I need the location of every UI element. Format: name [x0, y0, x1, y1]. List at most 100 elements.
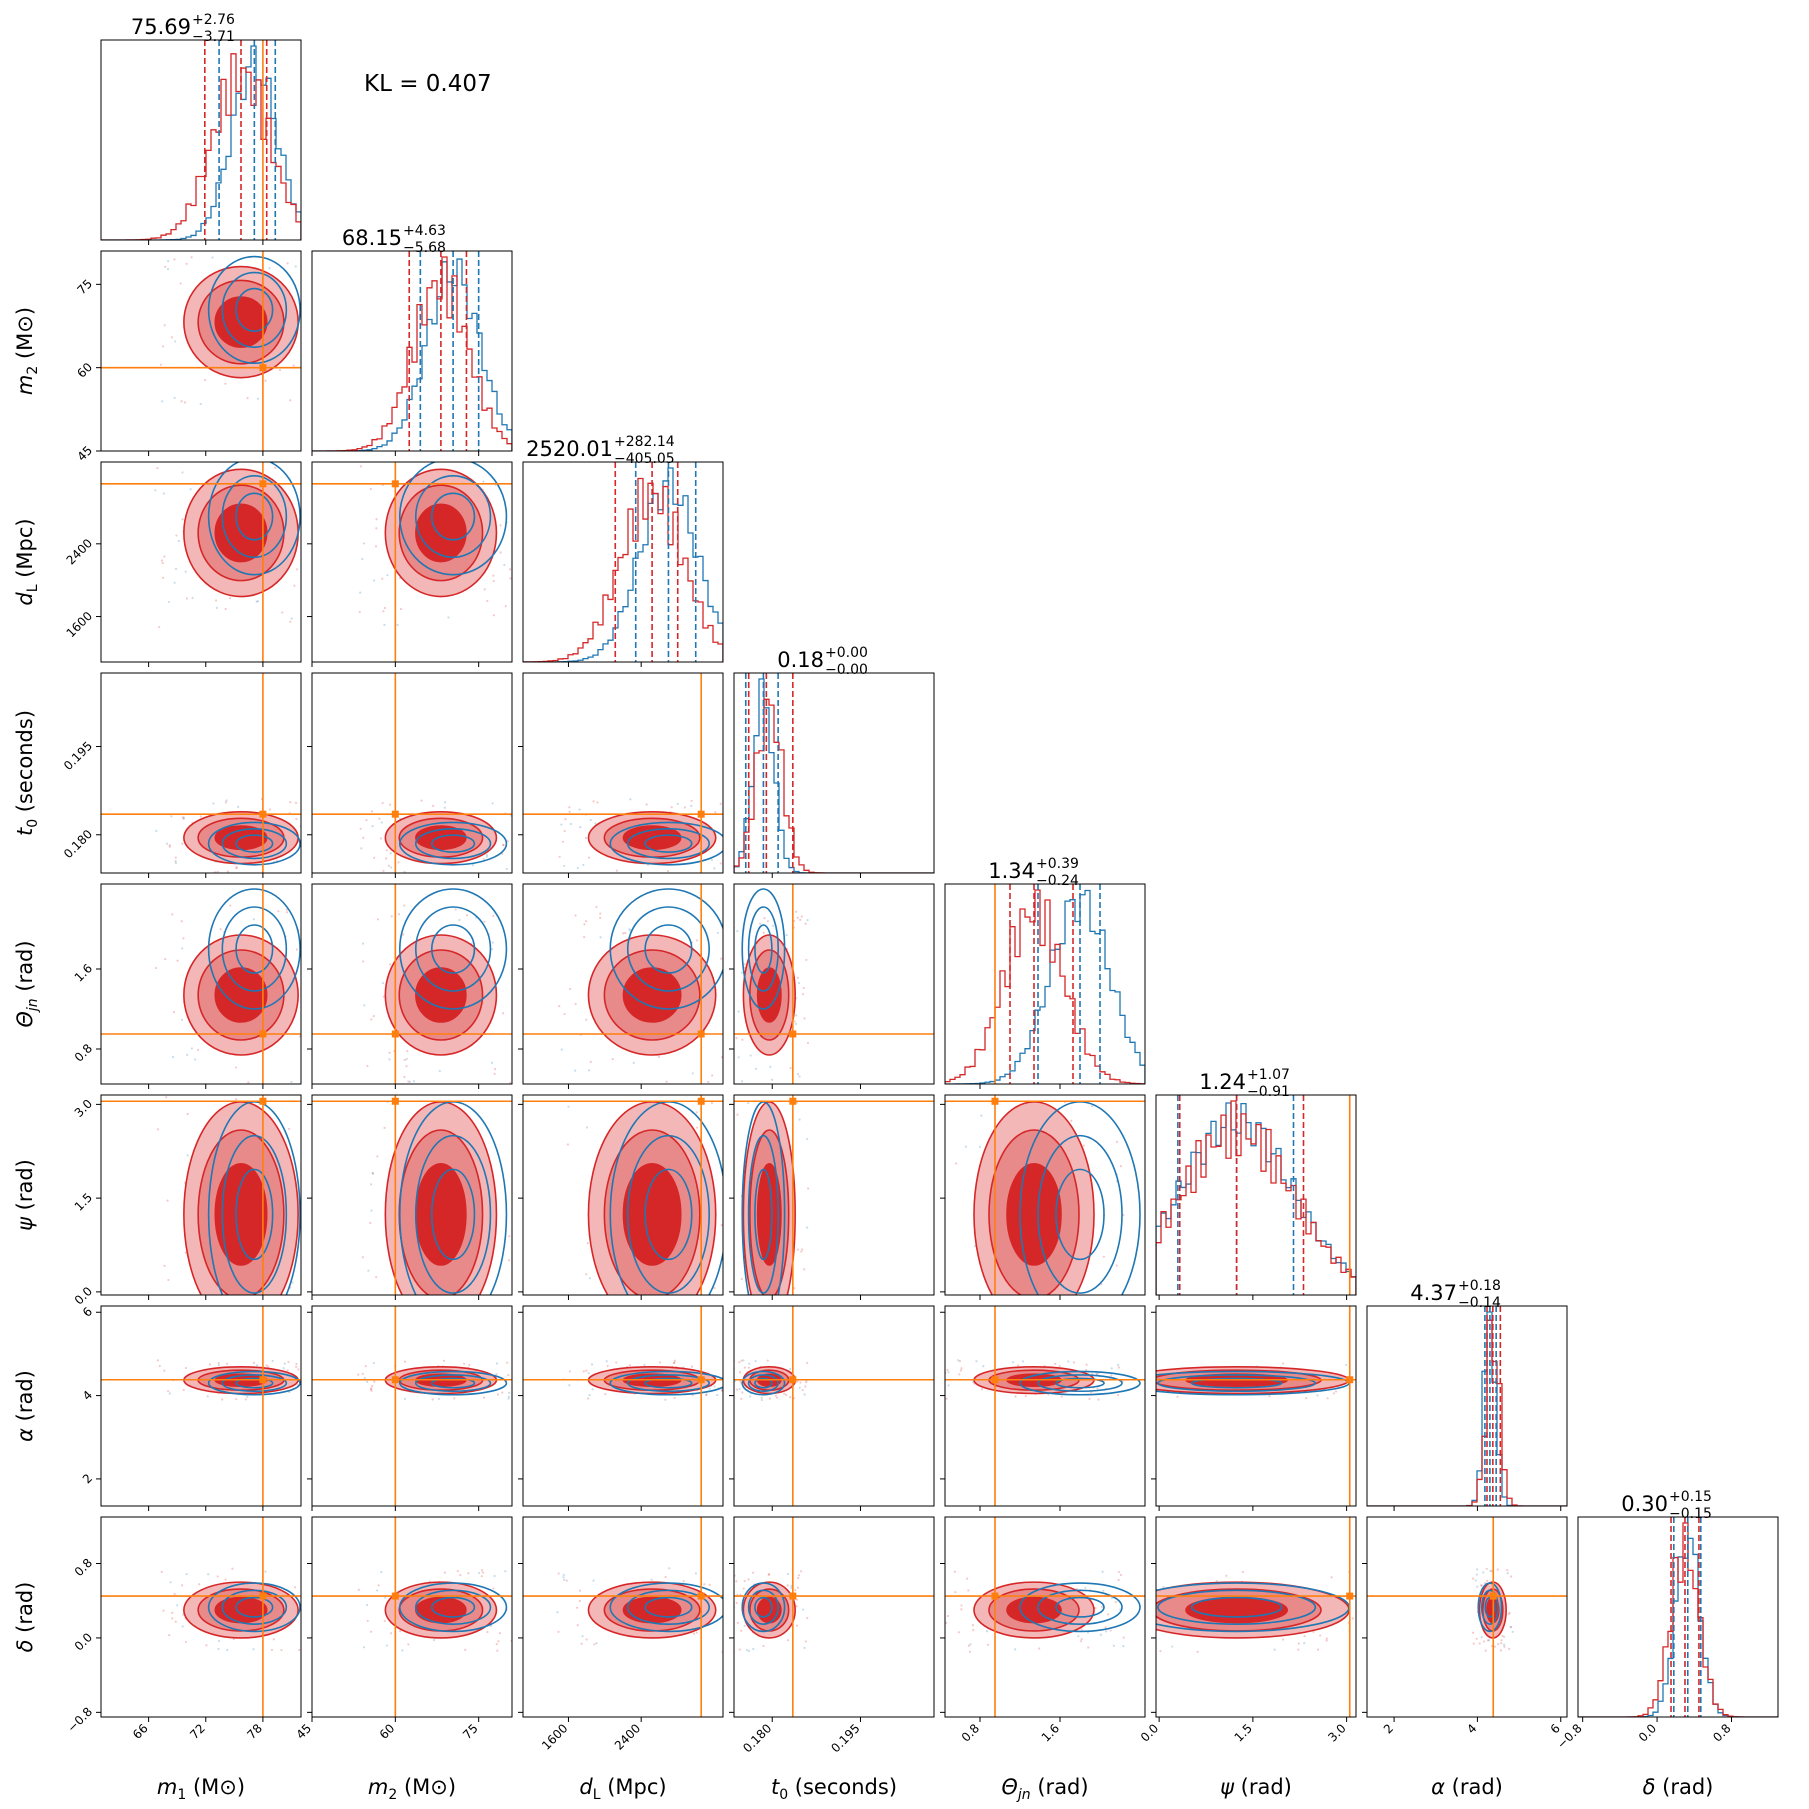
sample-point	[278, 368, 282, 372]
sample-point	[1297, 1642, 1301, 1645]
sample-point	[657, 1346, 659, 1348]
y-tick-label: 0.0	[72, 1630, 95, 1653]
sample-point	[746, 1585, 748, 1587]
contour-b-2	[430, 834, 476, 853]
sample-point	[1305, 1397, 1308, 1400]
contour-b-1	[626, 1589, 710, 1625]
sample-point	[304, 304, 306, 306]
sample-point	[173, 581, 176, 584]
sample-point	[385, 1644, 389, 1647]
sample-point	[795, 1014, 798, 1017]
sample-point	[286, 262, 289, 265]
sample-point	[173, 258, 176, 261]
sample-point	[251, 1069, 253, 1071]
sample-point	[805, 1381, 808, 1384]
sample-point	[180, 920, 183, 923]
sample-point	[181, 471, 184, 474]
sample-point	[1109, 1629, 1112, 1632]
sample-point	[1357, 1595, 1359, 1597]
sample-point	[743, 1624, 746, 1627]
sample-point	[783, 1392, 786, 1395]
sample-point	[731, 1379, 733, 1381]
sample-point	[212, 802, 215, 805]
sample-point	[583, 1348, 585, 1350]
sample-point	[516, 1598, 518, 1600]
sample-point	[564, 817, 567, 821]
sample-point	[181, 842, 184, 845]
sample-point	[382, 869, 385, 872]
sample-point	[182, 816, 186, 819]
sample-point	[267, 1365, 270, 1368]
sample-point	[586, 1242, 589, 1245]
sample-point	[556, 1611, 559, 1614]
sample-point	[593, 1643, 596, 1646]
sample-point	[727, 1594, 729, 1596]
sample-point	[744, 1393, 746, 1395]
sample-point	[369, 487, 372, 491]
sample-point	[574, 1002, 577, 1006]
sample-point	[1196, 1650, 1199, 1653]
truth-marker	[259, 1376, 267, 1384]
sample-point	[1485, 1567, 1488, 1570]
sample-point	[386, 574, 389, 577]
sample-point	[219, 928, 222, 931]
sample-point	[1117, 1578, 1120, 1582]
sample-point	[312, 846, 314, 848]
sample-point	[267, 1360, 269, 1362]
sample-point	[581, 1047, 583, 1049]
sample-point	[495, 1362, 499, 1365]
sample-point	[705, 1393, 708, 1396]
sample-point	[713, 1286, 716, 1290]
sample-point	[317, 360, 319, 362]
sample-point	[205, 1644, 208, 1647]
sample-point	[1507, 1612, 1510, 1616]
sample-point	[375, 1276, 378, 1279]
sample-point	[322, 542, 324, 544]
sample-point	[291, 455, 293, 457]
sample-point	[754, 1360, 757, 1363]
contour-b-2	[1055, 1596, 1105, 1618]
sample-point	[1058, 1364, 1061, 1368]
sample-point	[388, 803, 392, 806]
sample-point	[174, 860, 177, 863]
sample-point	[737, 1056, 740, 1059]
sample-point	[240, 874, 242, 876]
sample-point	[402, 933, 405, 936]
sample-point	[306, 1371, 308, 1373]
sample-point	[207, 1573, 210, 1576]
panel-m2-psi	[307, 1064, 513, 1315]
sample-point	[289, 241, 291, 243]
sample-point	[710, 1101, 714, 1105]
sample-point	[317, 969, 319, 971]
hist-title-minus: −0.91	[1247, 1084, 1290, 1100]
sample-point	[1500, 1639, 1503, 1642]
sample-point	[1120, 1311, 1122, 1313]
contour-b-1	[1157, 1589, 1317, 1625]
sample-point	[1326, 1397, 1329, 1400]
sample-point	[288, 1127, 291, 1130]
sample-point	[612, 1359, 614, 1361]
sample-point	[769, 1065, 772, 1068]
sample-point	[295, 817, 298, 821]
sample-point	[190, 256, 193, 259]
sample-point	[730, 1284, 732, 1286]
sample-point	[401, 1064, 403, 1066]
contour-b-2	[430, 924, 476, 974]
sample-point	[164, 957, 167, 961]
sample-point	[219, 875, 221, 877]
panel-m1-m2: 45 60 75	[74, 241, 319, 464]
sample-point	[579, 826, 582, 829]
panel-dL-psi	[518, 1047, 732, 1361]
sample-point	[308, 943, 310, 945]
panel-psi-delta: 0.0 1.5 3.0	[1138, 1516, 1359, 1745]
sample-point	[1110, 1374, 1113, 1377]
sample-point	[397, 861, 400, 864]
sample-point	[519, 913, 521, 915]
panel-m1-delta: 66 72 78 −0.8 0.0 0.8	[65, 1516, 302, 1742]
panel-dL-delta: 1600 2400	[518, 1516, 748, 1753]
sample-point	[252, 1648, 255, 1651]
sample-point	[498, 1313, 500, 1315]
sample-point	[438, 1069, 441, 1073]
sample-point	[253, 874, 255, 876]
sample-point	[322, 949, 324, 951]
